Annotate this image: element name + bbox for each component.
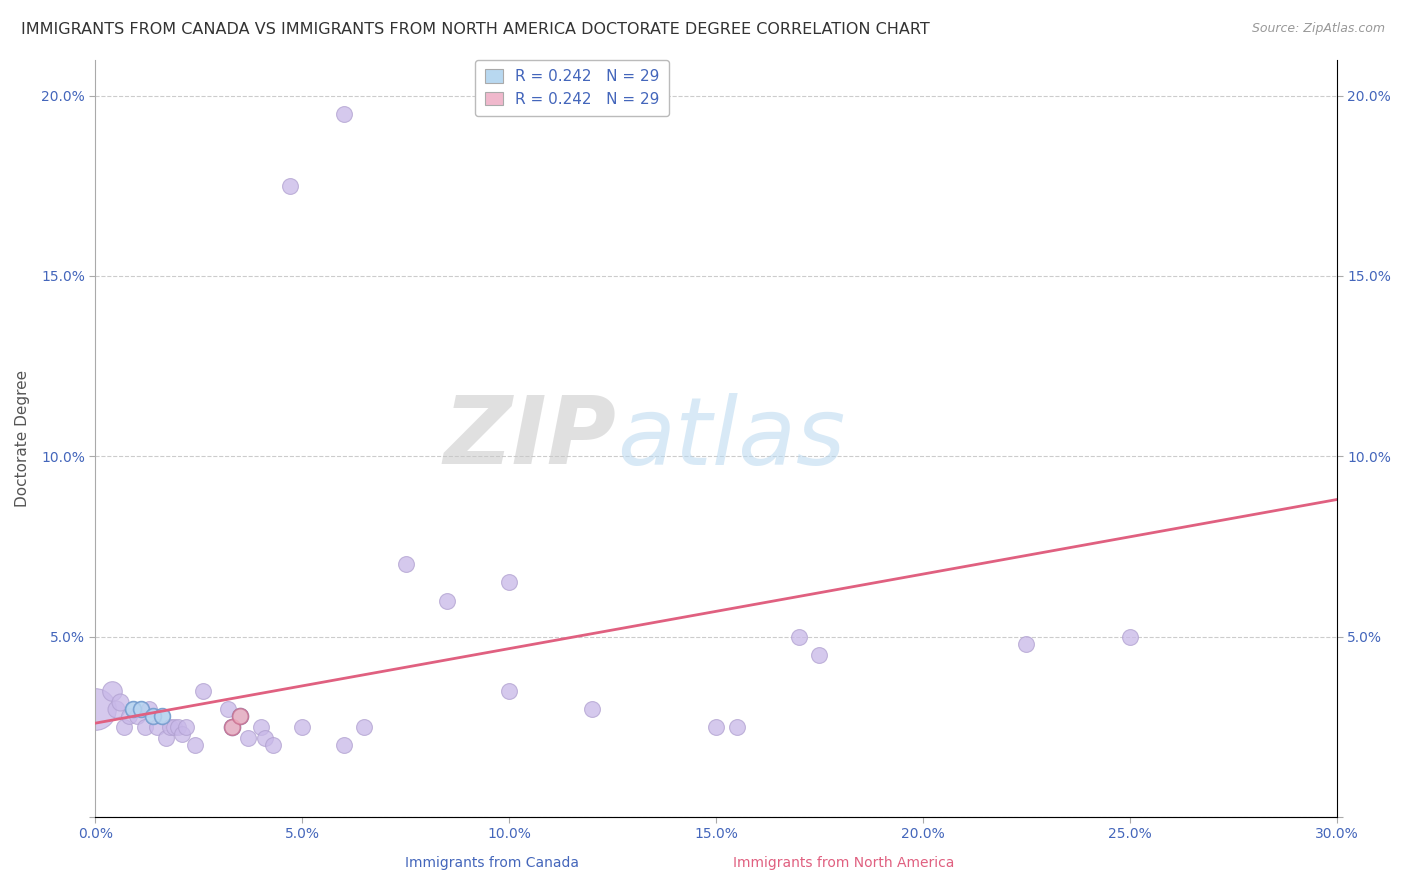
Point <box>436 593 458 607</box>
Point <box>1015 637 1038 651</box>
Point <box>498 575 520 590</box>
Point <box>229 709 252 723</box>
Point <box>134 720 156 734</box>
Point <box>332 106 354 120</box>
Point <box>112 720 135 734</box>
Point <box>142 709 165 723</box>
Point <box>262 738 284 752</box>
Point <box>142 709 165 723</box>
Point <box>183 738 205 752</box>
Point <box>150 709 173 723</box>
Point <box>808 648 831 662</box>
Point <box>117 709 139 723</box>
Y-axis label: Doctorate Degree: Doctorate Degree <box>15 369 30 507</box>
Point <box>110 694 132 708</box>
Point <box>278 178 301 193</box>
Point <box>581 702 603 716</box>
Point <box>217 702 239 716</box>
Point <box>229 709 252 723</box>
Point <box>125 709 148 723</box>
Point <box>221 720 243 734</box>
Point <box>254 731 277 745</box>
Point <box>172 727 194 741</box>
Text: Immigrants from Canada: Immigrants from Canada <box>405 855 579 870</box>
Point <box>353 720 375 734</box>
Point <box>129 702 152 716</box>
Point <box>221 720 243 734</box>
Point <box>163 720 186 734</box>
Point <box>101 683 124 698</box>
Point <box>1119 630 1142 644</box>
Point <box>291 720 314 734</box>
Point <box>332 738 354 752</box>
Legend: R = 0.242   N = 29, R = 0.242   N = 29: R = 0.242 N = 29, R = 0.242 N = 29 <box>475 60 669 116</box>
Point <box>138 702 160 716</box>
Point <box>498 683 520 698</box>
Point <box>191 683 214 698</box>
Point <box>221 720 243 734</box>
Point <box>159 720 181 734</box>
Text: ZIP: ZIP <box>444 392 617 484</box>
Point <box>250 720 273 734</box>
Point <box>176 720 198 734</box>
Point <box>395 558 418 572</box>
Text: atlas: atlas <box>617 392 845 483</box>
Point <box>787 630 810 644</box>
Point <box>129 702 152 716</box>
Point <box>146 720 169 734</box>
Text: Source: ZipAtlas.com: Source: ZipAtlas.com <box>1251 22 1385 36</box>
Point <box>238 731 260 745</box>
Point <box>229 709 252 723</box>
Point <box>150 709 173 723</box>
Point <box>704 720 727 734</box>
Text: IMMIGRANTS FROM CANADA VS IMMIGRANTS FROM NORTH AMERICA DOCTORATE DEGREE CORRELA: IMMIGRANTS FROM CANADA VS IMMIGRANTS FRO… <box>21 22 929 37</box>
Point <box>121 702 143 716</box>
Point <box>105 702 128 716</box>
Point <box>84 702 107 716</box>
Point <box>167 720 190 734</box>
Point <box>725 720 748 734</box>
Point <box>155 731 177 745</box>
Text: Immigrants from North America: Immigrants from North America <box>733 855 955 870</box>
Point <box>121 702 143 716</box>
